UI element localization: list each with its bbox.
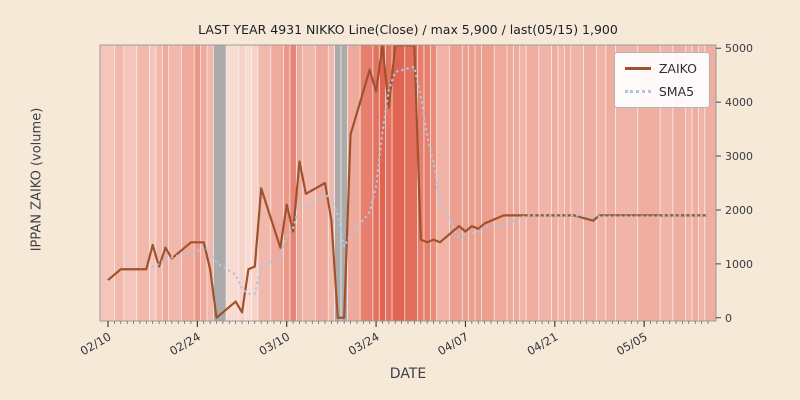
x-tick-label: 02/10 — [78, 329, 114, 358]
day-band — [449, 45, 462, 321]
day-band — [328, 45, 335, 321]
day-band — [424, 45, 430, 321]
day-band — [360, 45, 373, 321]
y-tick-label: 2000 — [725, 204, 753, 217]
day-band — [692, 45, 699, 321]
day-band — [571, 45, 584, 321]
day-band — [437, 45, 450, 321]
day-band — [520, 45, 526, 321]
day-band — [615, 45, 638, 321]
day-band — [686, 45, 692, 321]
day-band — [245, 45, 252, 321]
day-band — [200, 45, 207, 321]
day-band — [596, 45, 606, 321]
day-band — [462, 45, 469, 321]
day-band — [526, 45, 539, 321]
day-band — [430, 45, 437, 321]
x-axis-label: DATE — [389, 366, 427, 382]
legend: ZAIKO SMA5 — [613, 52, 710, 108]
day-band — [392, 45, 405, 321]
day-band — [564, 45, 571, 321]
day-band — [417, 45, 424, 321]
day-band — [283, 45, 290, 321]
day-band — [660, 45, 673, 321]
day-band — [673, 45, 686, 321]
day-band — [507, 45, 513, 321]
x-tick-label: 03/10 — [257, 329, 293, 358]
x-tick-label: 03/24 — [346, 329, 382, 358]
day-band — [481, 45, 494, 321]
day-band — [405, 45, 418, 321]
legend-sma5-swatch — [624, 90, 651, 93]
day-band — [386, 45, 392, 321]
y-tick-label: 4000 — [725, 96, 753, 109]
day-band — [207, 45, 213, 321]
day-band — [705, 45, 716, 321]
day-band — [539, 45, 552, 321]
day-band — [251, 45, 258, 321]
legend-entry-sma5: SMA5 — [624, 84, 697, 99]
day-band — [226, 45, 239, 321]
day-band — [156, 45, 162, 321]
chart-title: LAST YEAR 4931 NIKKO Line(Close) / max 5… — [198, 22, 618, 37]
day-band — [271, 45, 284, 321]
day-band — [475, 45, 482, 321]
x-tick-label: 05/05 — [614, 329, 650, 358]
day-band — [168, 45, 182, 321]
day-band — [194, 45, 201, 321]
day-band — [606, 45, 616, 321]
x-tick-label: 04/07 — [435, 329, 471, 358]
day-band — [558, 45, 565, 321]
y-axis-label: IPPAN ZAIKO (volume) — [29, 107, 45, 252]
day-band — [296, 45, 303, 321]
x-tick-label: 02/24 — [167, 329, 203, 358]
day-band — [315, 45, 328, 321]
y-tick-label: 0 — [725, 312, 732, 325]
day-band — [638, 45, 660, 321]
day-band — [468, 45, 475, 321]
legend-zaiko-swatch — [624, 67, 651, 70]
day-band — [213, 45, 226, 321]
day-band — [258, 45, 271, 321]
day-band — [373, 45, 379, 321]
zaiko-line — [107, 45, 708, 319]
day-band — [494, 45, 507, 321]
legend-sma5-label: SMA5 — [658, 84, 695, 99]
day-band — [341, 45, 348, 321]
day-band — [162, 45, 169, 321]
sma5-line — [151, 65, 710, 296]
day-band — [149, 45, 156, 321]
day-band — [583, 45, 596, 321]
day-band — [303, 45, 316, 321]
x-tick-label: 04/21 — [525, 329, 561, 358]
day-band — [698, 45, 705, 321]
day-band — [551, 45, 558, 321]
y-tick-label: 3000 — [725, 150, 753, 163]
day-band — [124, 45, 137, 321]
day-band — [114, 45, 124, 321]
y-tick-label: 1000 — [725, 258, 753, 271]
legend-entry-zaiko: ZAIKO — [624, 61, 697, 76]
legend-zaiko-label: ZAIKO — [658, 61, 697, 76]
day-band — [334, 45, 341, 321]
y-tick-label: 5000 — [725, 42, 753, 55]
day-band — [379, 45, 386, 321]
day-band — [290, 45, 296, 321]
day-band — [239, 45, 245, 321]
day-band — [100, 45, 115, 321]
day-band — [513, 45, 520, 321]
day-band — [137, 45, 150, 321]
day-band — [181, 45, 194, 321]
